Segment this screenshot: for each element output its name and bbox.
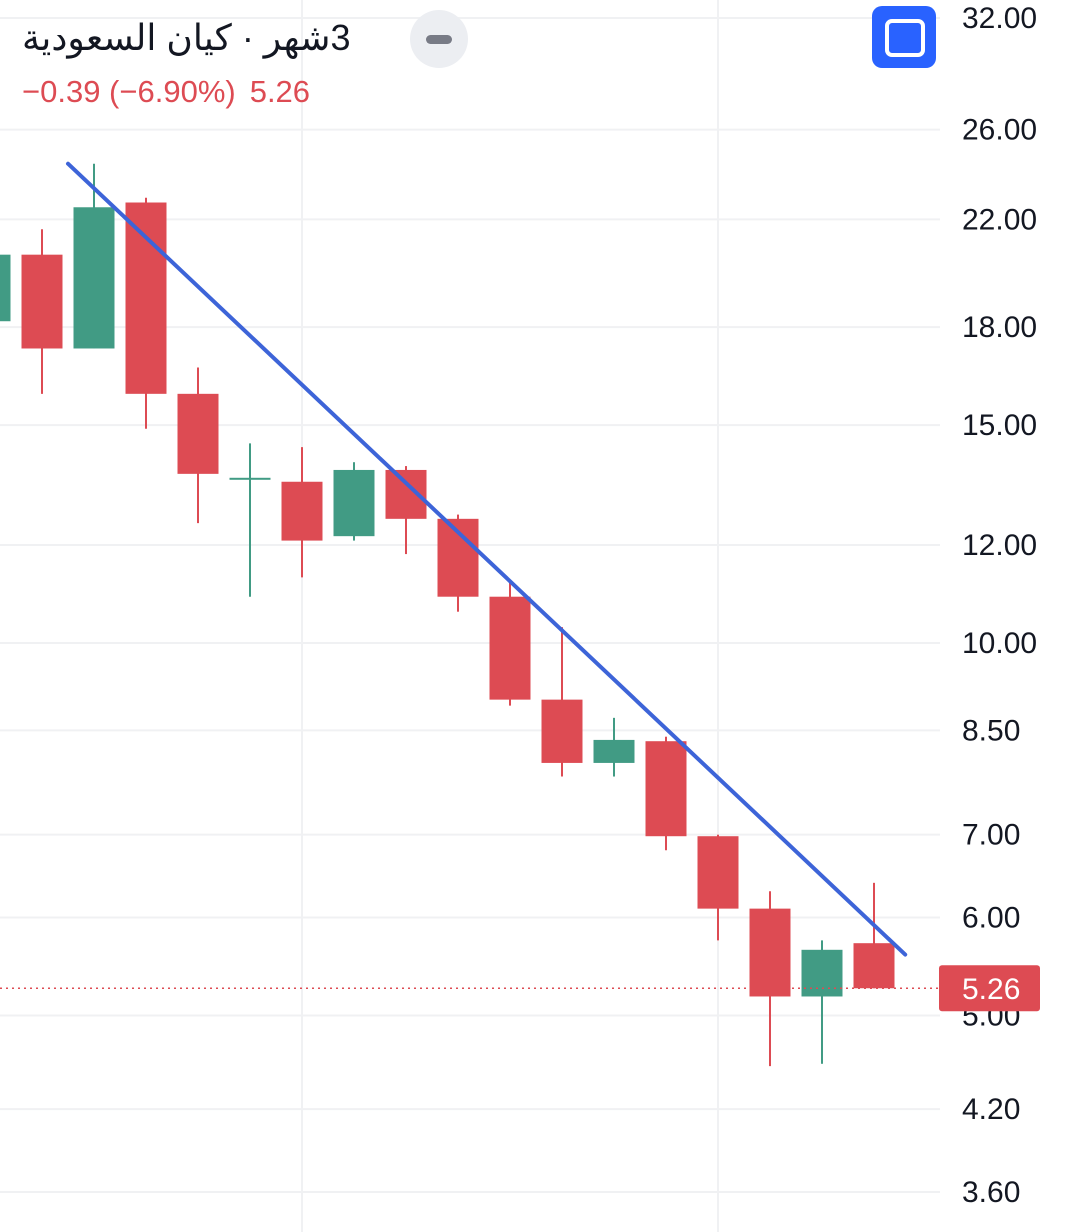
- candle-body: [21, 254, 63, 349]
- candle-body: [177, 393, 219, 474]
- y-tick-label: 12.00: [962, 529, 1037, 562]
- candle-body: [593, 739, 635, 763]
- trendline: [66, 161, 908, 957]
- price-tag-background: [939, 965, 1040, 1012]
- candle-body: [853, 943, 895, 989]
- y-tick-label: 3.60: [962, 1176, 1020, 1209]
- candle: [749, 891, 791, 1067]
- candle: [73, 163, 115, 349]
- price-change-row: −0.39 (−6.90%) 5.26: [22, 74, 350, 110]
- candle: [0, 254, 11, 322]
- trendline-layer[interactable]: [66, 161, 908, 957]
- y-tick-label: 7.00: [962, 819, 1020, 852]
- candle: [593, 717, 635, 777]
- candle-body: [749, 908, 791, 997]
- y-tick-label: 4.20: [962, 1093, 1020, 1126]
- candle: [333, 462, 375, 541]
- candle: [697, 834, 739, 941]
- y-tick-label: 22.00: [962, 203, 1037, 236]
- minus-icon: [426, 35, 452, 44]
- price-axis[interactable]: 32.00 26.00 22.00 18.00 15.00 12.00 10.00 8.50 7…: [962, 2, 1037, 1209]
- chart-title: 3شهر · كيان السعودية: [22, 17, 351, 58]
- price-tag-label: 5.26: [962, 973, 1020, 1006]
- candle: [177, 367, 219, 524]
- y-tick-label: 10.00: [962, 627, 1037, 660]
- chart-grid: [0, 0, 940, 1232]
- candle-body: [645, 741, 687, 837]
- fullscreen-button[interactable]: [872, 6, 936, 68]
- candle: [385, 466, 427, 555]
- candle: [281, 447, 323, 578]
- y-tick-label: 15.00: [962, 409, 1037, 442]
- current-price-tag: 5.26: [939, 965, 1040, 1012]
- candle: [801, 940, 843, 1064]
- last-price: 5.26: [249, 74, 311, 109]
- y-tick-label: 6.00: [962, 902, 1020, 935]
- y-tick-label: 26.00: [962, 114, 1037, 147]
- price-change: −0.39 (−6.90%): [22, 74, 236, 109]
- candle-body: [697, 836, 739, 909]
- candle-body: [489, 596, 531, 700]
- candle-body: [281, 481, 323, 541]
- candle-body: [801, 949, 843, 997]
- candle-body: [229, 477, 271, 480]
- candle-body: [73, 207, 115, 349]
- candle: [541, 627, 583, 777]
- fullscreen-icon: [885, 19, 925, 57]
- candle: [853, 882, 895, 989]
- candle: [645, 736, 687, 851]
- candle-body: [333, 469, 375, 537]
- candle: [437, 514, 479, 612]
- candle-body: [0, 254, 11, 322]
- y-tick-label: 18.00: [962, 311, 1037, 344]
- y-tick-label: 32.00: [962, 2, 1037, 35]
- candle: [229, 443, 271, 597]
- candlestick-series: [0, 163, 895, 1067]
- collapse-legend-button[interactable]: [410, 10, 468, 68]
- chart-legend: 3شهر · كيان السعودية −0.39 (−6.90%) 5.26: [22, 12, 350, 110]
- candle: [21, 229, 63, 394]
- candle: [489, 582, 531, 706]
- candle-body: [125, 202, 167, 394]
- candle-body: [541, 699, 583, 763]
- candle: [125, 197, 167, 429]
- y-tick-label: 8.50: [962, 714, 1020, 747]
